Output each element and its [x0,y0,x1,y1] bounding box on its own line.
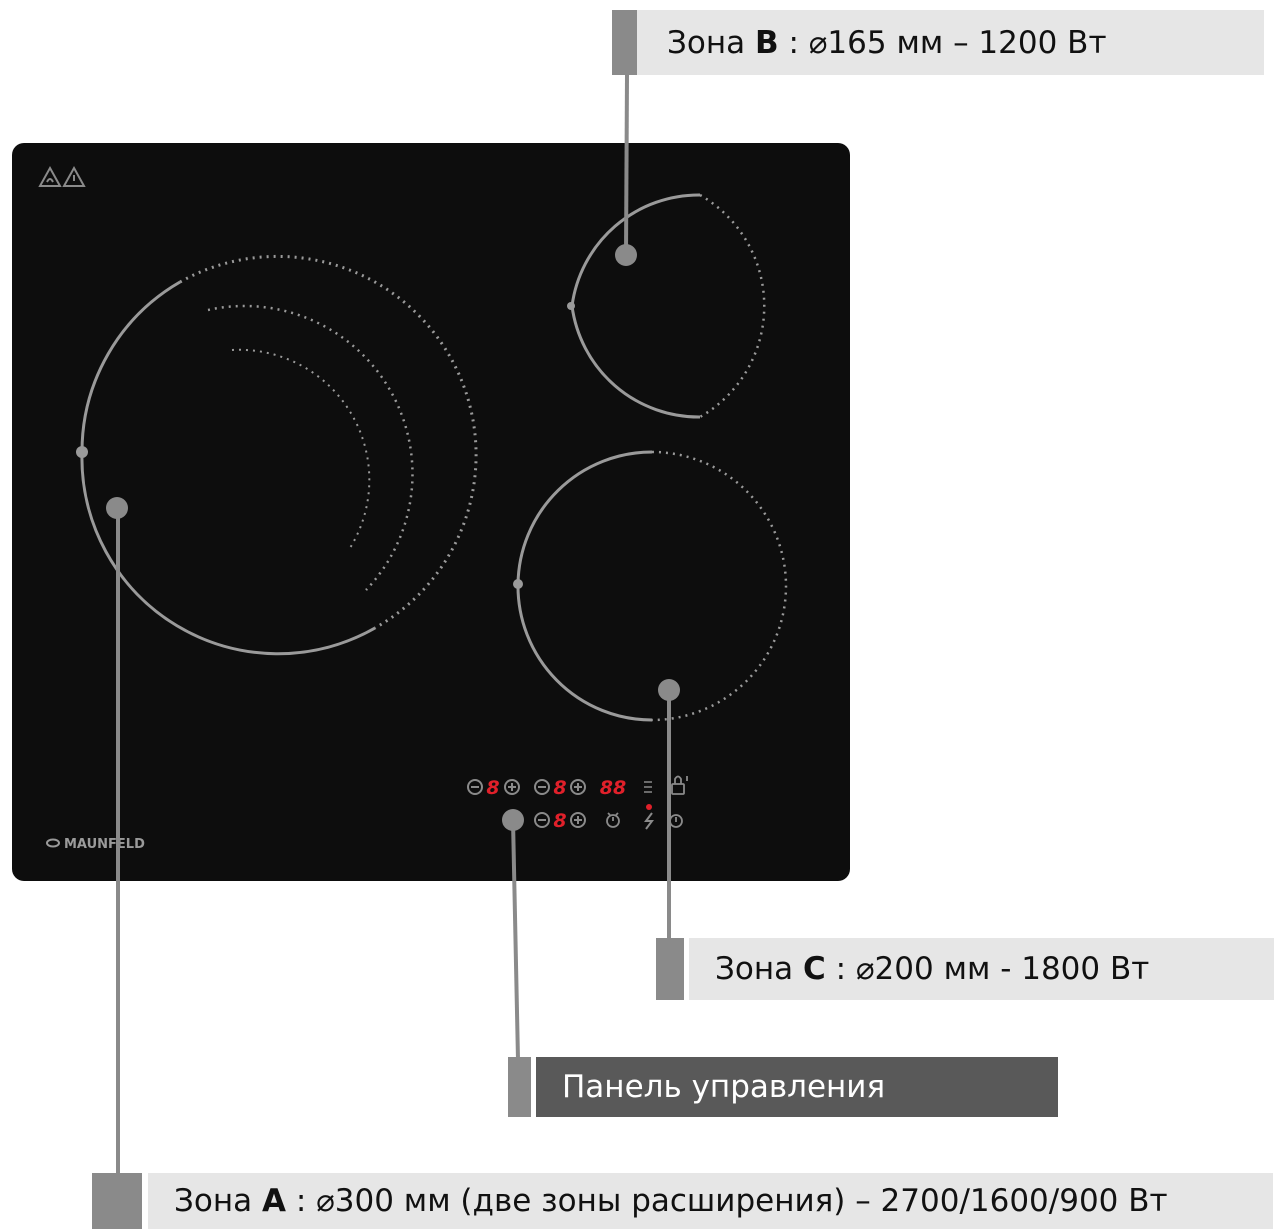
brand-logo: MAUNFELD [46,837,145,852]
zone-a-letter: A [261,1183,286,1219]
minus-icon[interactable] [534,779,550,795]
control-panel-label: Панель управления [508,1057,1058,1117]
zone-a-label: Зона A : ⌀300 мм (две зоны расширения) –… [92,1173,1273,1229]
zone-b-spec: : ⌀165 мм – 1200 Вт [778,24,1107,61]
plus-icon[interactable] [504,779,520,795]
zone-c-label-text: Зона C : ⌀200 мм - 1800 Вт [689,938,1274,1000]
zone-a-power-display: 8 [486,777,499,799]
zone-a-prefix: Зона [174,1183,262,1219]
zone-b-prefix: Зона [667,24,755,61]
warning-triangle-icon [62,165,86,187]
timer-display: 88 [600,777,626,799]
zone-c-label-tab [656,938,684,1000]
zone-c-label: Зона C : ⌀200 мм - 1800 Вт [656,938,1274,1000]
zone-b-label-text: Зона B : ⌀165 мм – 1200 Вт [637,10,1264,75]
hot-surface-warning-icon [38,165,62,187]
zone-a-label-text: Зона A : ⌀300 мм (две зоны расширения) –… [148,1173,1273,1229]
child-lock-icon[interactable] [671,775,688,795]
zone-b-letter: B [754,24,779,61]
plus-icon[interactable] [570,779,586,795]
brand-logo-text: MAUNFELD [64,837,145,852]
zone-select-icon[interactable] [644,781,652,793]
zone-b-label-tab [612,10,637,75]
zone-c-letter: C [802,951,826,987]
minus-icon[interactable] [467,779,483,795]
timer-icon[interactable] [606,812,620,828]
zone-a-rings [76,254,478,656]
zone-b-power-display: 8 [553,777,566,799]
plus-icon[interactable] [570,812,586,828]
zone-c-power-display: 8 [553,810,566,832]
boost-icon[interactable] [644,812,654,830]
zone-c-rings [513,450,788,722]
zone-c-spec: : ⌀200 мм - 1800 Вт [825,951,1150,987]
cooktop-glass [12,143,850,881]
control-panel-label-tab [508,1057,531,1117]
zone-a-label-tab [92,1173,142,1229]
zone-c-prefix: Зона [715,951,803,987]
zone-b-label: Зона B : ⌀165 мм – 1200 Вт [612,10,1264,75]
leader-lines [106,74,680,1180]
boost-indicator-led [646,804,652,810]
zone-a-spec: : ⌀300 мм (две зоны расширения) – 2700/1… [285,1183,1168,1219]
zone-b-rings [567,193,766,419]
control-panel-label-text: Панель управления [536,1057,1058,1117]
control-panel: 8 8 88 8 [467,775,688,832]
minus-icon[interactable] [534,812,550,828]
